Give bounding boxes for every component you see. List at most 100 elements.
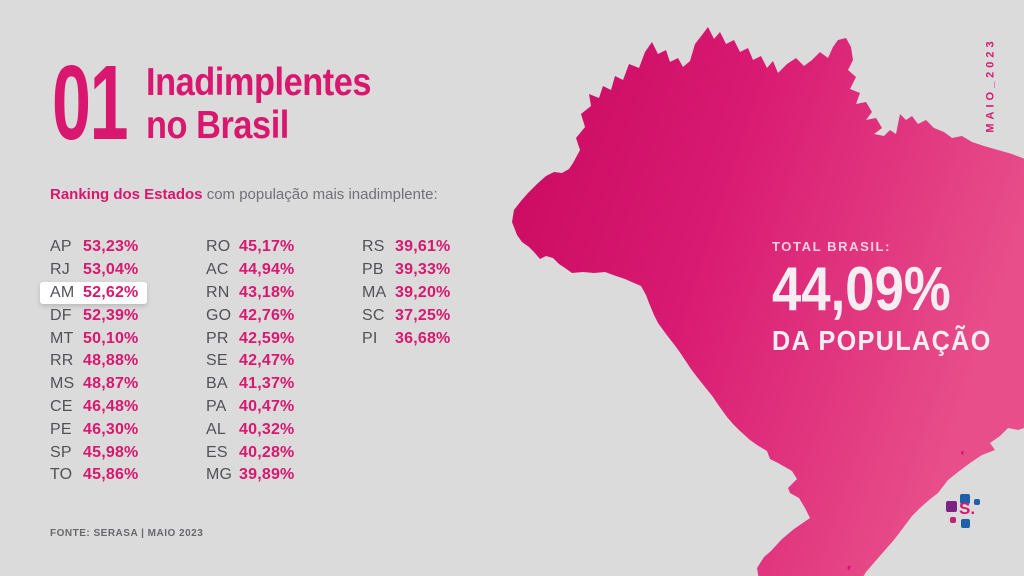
ranking-row-pe: PE 46,30% bbox=[40, 418, 147, 441]
state-value: 43,18% bbox=[239, 283, 295, 301]
ranking-row-al: AL 40,32% bbox=[196, 418, 303, 441]
ranking-column: RO 45,17% AC 44,94% RN 43,18% GO 42,76% PR 42,59%… bbox=[206, 236, 332, 487]
state-code: RR bbox=[50, 352, 74, 370]
logo-square-icon bbox=[961, 519, 970, 528]
logo-square-icon bbox=[974, 499, 980, 505]
ranking-row-pa: PA 40,47% bbox=[196, 396, 303, 419]
ranking-row-rj: RJ 53,04% bbox=[40, 259, 147, 282]
state-code: AP bbox=[50, 238, 72, 256]
logo-square-icon bbox=[950, 517, 956, 523]
total-caption: DA POPULAÇÃO bbox=[772, 325, 992, 356]
state-code: RO bbox=[206, 238, 231, 256]
ranking-row-es: ES 40,28% bbox=[196, 441, 303, 464]
state-code: PA bbox=[206, 397, 227, 415]
state-code: AC bbox=[206, 261, 229, 279]
state-code: PR bbox=[206, 329, 229, 347]
state-code: SC bbox=[362, 306, 385, 324]
ranking-row-rs: RS 39,61% bbox=[352, 236, 459, 259]
ranking-row-mt: MT 50,10% bbox=[40, 327, 147, 350]
coastal-island bbox=[961, 451, 965, 455]
state-code: SP bbox=[50, 443, 72, 461]
state-value: 52,39% bbox=[83, 306, 139, 324]
coastal-island bbox=[847, 565, 853, 571]
ranking-row-rr: RR 48,88% bbox=[40, 350, 147, 373]
ranking-row-se: SE 42,47% bbox=[196, 350, 303, 373]
state-code: SE bbox=[206, 352, 228, 370]
state-value: 46,48% bbox=[83, 397, 139, 415]
state-code: PI bbox=[362, 329, 378, 347]
logo-square-icon bbox=[960, 494, 970, 504]
state-value: 37,25% bbox=[395, 306, 451, 324]
total-brasil-block: TOTAL BRASIL: 44,09% DA POPULAÇÃO bbox=[772, 239, 1016, 357]
state-value: 40,47% bbox=[239, 397, 295, 415]
ranking-row-ce: CE 46,48% bbox=[40, 396, 147, 419]
state-value: 45,17% bbox=[239, 238, 295, 256]
state-code: GO bbox=[206, 306, 232, 324]
ranking-row-pb: PB 39,33% bbox=[352, 259, 459, 282]
ranking-row-go: GO 42,76% bbox=[196, 304, 303, 327]
subtitle-highlight: Ranking dos Estados bbox=[50, 186, 203, 203]
state-value: 44,94% bbox=[239, 261, 295, 279]
title-line-1: Inadimplentes bbox=[146, 61, 372, 104]
ranking-row-rn: RN 43,18% bbox=[196, 282, 303, 305]
state-code: PB bbox=[362, 261, 384, 279]
logo-square-icon bbox=[946, 501, 957, 512]
source-note: FONTE: SERASA | MAIO 2023 bbox=[50, 528, 204, 539]
state-value: 42,76% bbox=[239, 306, 295, 324]
serasa-logo: S. bbox=[946, 492, 986, 532]
state-value: 46,30% bbox=[83, 420, 139, 438]
ranking-row-sc: SC 37,25% bbox=[352, 304, 459, 327]
state-value: 48,88% bbox=[83, 352, 139, 370]
state-value: 39,20% bbox=[395, 283, 451, 301]
state-value: 36,68% bbox=[395, 329, 451, 347]
state-code: RS bbox=[362, 238, 385, 256]
page-title: Inadimplentes no Brasil bbox=[146, 61, 371, 147]
state-value: 42,59% bbox=[239, 329, 295, 347]
state-value: 48,87% bbox=[83, 375, 139, 393]
ranking-column: RS 39,61% PB 39,33% MA 39,20% SC 37,25% PI 36,68% bbox=[362, 236, 488, 487]
total-label: TOTAL BRASIL: bbox=[772, 239, 892, 254]
ranking-column: AP 53,23% RJ 53,04% AM 52,62% DF 52,39% MT 50,10%… bbox=[40, 236, 176, 487]
ranking-row-to: TO 45,86% bbox=[40, 464, 147, 487]
section-number: 01 bbox=[52, 44, 128, 162]
subtitle-rest: com população mais inadimplente: bbox=[206, 186, 438, 203]
state-code: CE bbox=[50, 397, 73, 415]
state-value: 45,98% bbox=[83, 443, 139, 461]
state-code: ES bbox=[206, 443, 228, 461]
ranking-row-mg: MG 39,89% bbox=[196, 464, 303, 487]
ranking-row-ro: RO 45,17% bbox=[196, 236, 303, 259]
state-value: 41,37% bbox=[239, 375, 295, 393]
state-code: BA bbox=[206, 375, 228, 393]
state-code: AM bbox=[50, 283, 75, 301]
state-code: PE bbox=[50, 420, 72, 438]
state-value: 53,04% bbox=[83, 261, 139, 279]
date-side-label-text: MAIO_2023 bbox=[985, 37, 997, 133]
state-value: 50,10% bbox=[83, 329, 139, 347]
ranking-row-sp: SP 45,98% bbox=[40, 441, 147, 464]
ranking-row-ba: BA 41,37% bbox=[196, 373, 303, 396]
state-value: 39,61% bbox=[395, 238, 451, 256]
state-code: MT bbox=[50, 329, 74, 347]
brazil-silhouette bbox=[512, 27, 1024, 576]
state-code: DF bbox=[50, 306, 72, 324]
state-value: 45,86% bbox=[83, 466, 139, 484]
ranking-row-ac: AC 44,94% bbox=[196, 259, 303, 282]
ranking-row-ms: MS 48,87% bbox=[40, 373, 147, 396]
state-value: 39,33% bbox=[395, 261, 451, 279]
state-code: AL bbox=[206, 420, 226, 438]
ranking-row-df: DF 52,39% bbox=[40, 304, 147, 327]
state-code: MA bbox=[362, 283, 387, 301]
state-code: RN bbox=[206, 283, 230, 301]
state-code: MS bbox=[50, 375, 75, 393]
ranking-row-ap: AP 53,23% bbox=[40, 236, 147, 259]
ranking-row-am: AM 52,62% bbox=[40, 281, 148, 305]
ranking-row-ma: MA 39,20% bbox=[352, 282, 459, 305]
state-value: 42,47% bbox=[239, 352, 295, 370]
date-side-label: MAIO_2023 bbox=[984, 37, 998, 133]
header: 01 Inadimplentes no Brasil bbox=[52, 44, 371, 162]
ranking-row-pr: PR 42,59% bbox=[196, 327, 303, 350]
subtitle: Ranking dos Estados com população mais i… bbox=[50, 186, 438, 203]
ranking-columns: AP 53,23% RJ 53,04% AM 52,62% DF 52,39% MT 50,10%… bbox=[40, 236, 488, 487]
